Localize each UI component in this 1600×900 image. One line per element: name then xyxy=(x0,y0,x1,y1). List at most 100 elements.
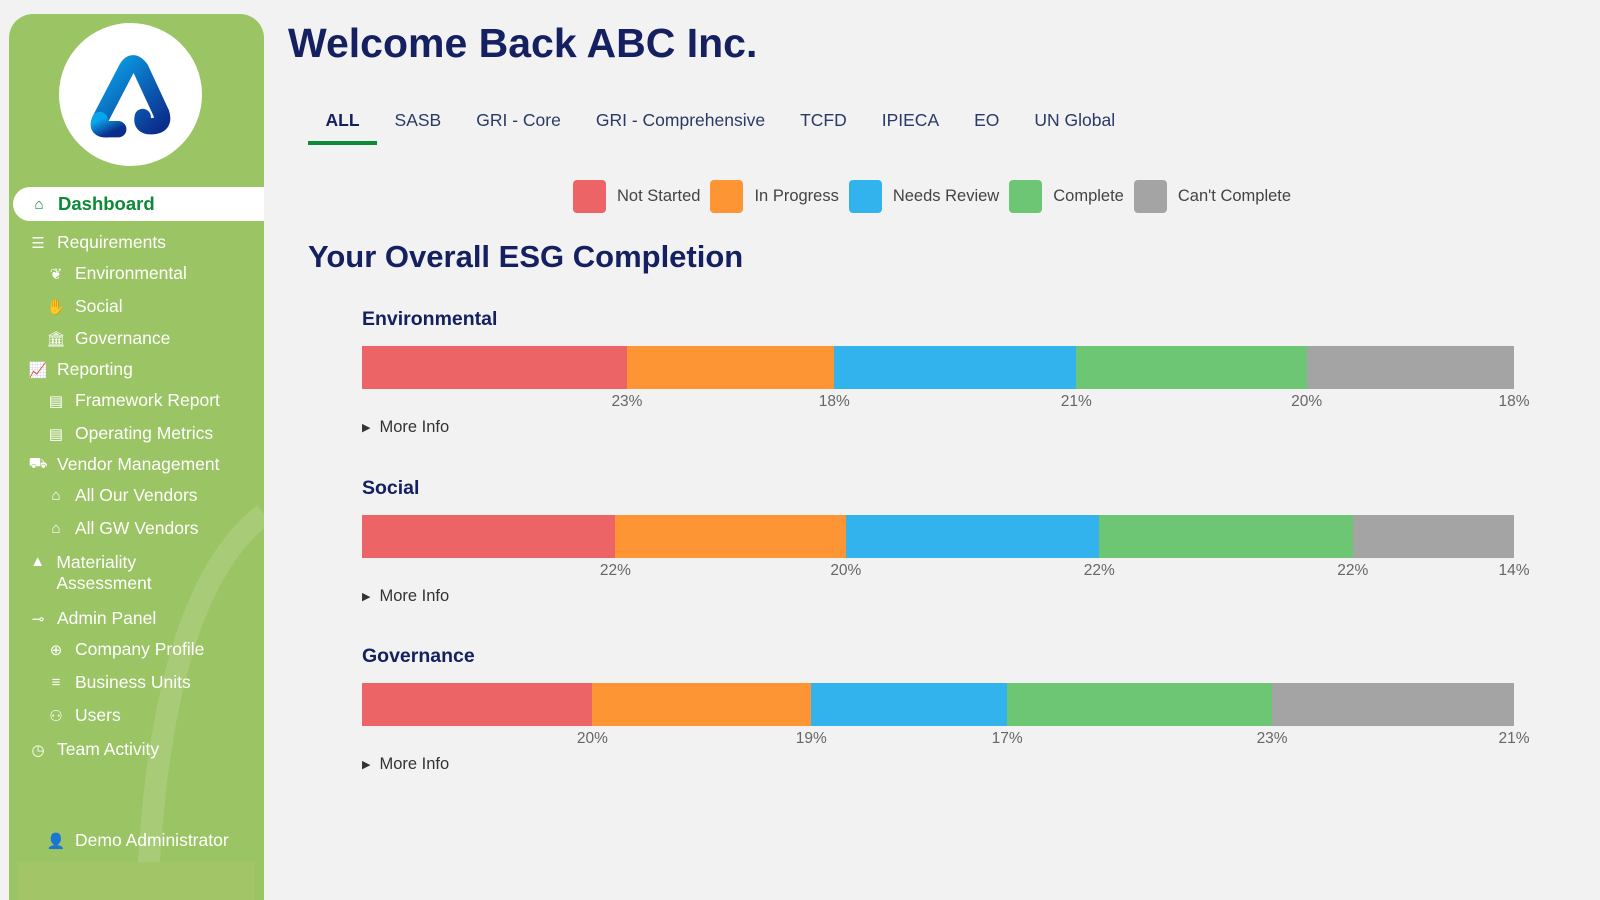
tree-icon: ▲ xyxy=(30,552,46,570)
home-icon: ⌂ xyxy=(34,195,44,213)
legend-swatch xyxy=(573,180,606,213)
bar-segment-not-started[interactable] xyxy=(362,346,627,389)
percent-label: 22% xyxy=(1083,562,1115,579)
percent-label: 14% xyxy=(1498,562,1530,579)
store-icon: ⌂ xyxy=(51,520,61,537)
sidebar-item-all-our-vendors[interactable]: ⌂ All Our Vendors xyxy=(47,485,197,506)
bar-segment-can-t-complete[interactable] xyxy=(1272,683,1514,726)
percent-label: 23% xyxy=(1256,730,1288,747)
legend-label: Complete xyxy=(1053,187,1124,205)
clock-icon: ◷ xyxy=(31,741,45,759)
percent-label: 18% xyxy=(818,393,850,410)
stacked-bar xyxy=(362,683,1514,726)
tab-un-global[interactable]: UN Global xyxy=(1034,110,1116,130)
user-profile[interactable]: 👤 Demo Administrator xyxy=(46,830,229,850)
bar-segment-in-progress[interactable] xyxy=(592,683,812,726)
legend: Not Started In Progress Needs Review Comple… xyxy=(573,180,1301,213)
bank-icon: 🏛 xyxy=(46,330,66,348)
page-title: Welcome Back ABC Inc. xyxy=(288,20,758,66)
users-icon: ⚇ xyxy=(49,707,63,725)
caret-right-icon: ▶ xyxy=(362,591,371,603)
percent-label: 20% xyxy=(830,562,862,579)
percent-label: 19% xyxy=(795,730,827,747)
bar-segment-needs-review[interactable] xyxy=(834,346,1077,389)
caret-right-icon: ▶ xyxy=(362,422,371,434)
sidebar-item-social[interactable]: ✋ Social xyxy=(46,296,123,316)
sidebar-item-users[interactable]: ⚇ Users xyxy=(47,705,120,726)
handshake-icon: ✋ xyxy=(46,298,66,316)
bar-segment-complete[interactable] xyxy=(1076,346,1307,389)
tab-eo[interactable]: EO xyxy=(974,110,1000,130)
category-title: Environmental xyxy=(362,308,498,330)
percent-label: 21% xyxy=(1498,730,1530,747)
percent-label: 17% xyxy=(991,730,1023,747)
sidebar-item-reporting[interactable]: 📈 Reporting xyxy=(28,359,133,379)
document-icon: ▤ xyxy=(48,392,64,410)
sidebar: ⌂ Dashboard ☰ Requirements ❦ Environmental ✋ So… xyxy=(9,14,264,900)
percent-label: 20% xyxy=(576,730,608,747)
caret-right-icon: ▶ xyxy=(362,759,371,771)
bar-segment-needs-review[interactable] xyxy=(811,683,1008,726)
category-title: Governance xyxy=(362,645,475,667)
legend-swatch xyxy=(1009,180,1043,213)
company-logo xyxy=(59,23,202,166)
percent-label: 21% xyxy=(1060,393,1092,410)
more-info-toggle[interactable]: ▶ More Info xyxy=(362,755,450,773)
bar-segment-not-started[interactable] xyxy=(362,683,593,726)
bar-segment-in-progress[interactable] xyxy=(615,515,846,558)
tab-gri-core[interactable]: GRI - Core xyxy=(476,110,561,130)
decorative-arc xyxy=(136,505,264,900)
chart-line-icon: 📈 xyxy=(28,361,48,379)
checklist-icon: ☰ xyxy=(31,234,45,252)
legend-swatch xyxy=(710,180,744,213)
truck-icon: ⛟ xyxy=(28,455,48,472)
tab-gri-comprehensive[interactable]: GRI - Comprehensive xyxy=(595,110,766,130)
more-info-toggle[interactable]: ▶ More Info xyxy=(362,587,450,605)
globe-icon: ⊕ xyxy=(49,641,63,659)
bar-segment-complete[interactable] xyxy=(1007,683,1273,726)
tab-tcfd[interactable]: TCFD xyxy=(800,110,847,130)
key-icon: ⊸ xyxy=(31,610,45,628)
percent-label: 20% xyxy=(1291,393,1323,410)
sidebar-item-all-gw-vendors[interactable]: ⌂ All GW Vendors xyxy=(47,518,198,539)
percent-label: 18% xyxy=(1498,393,1530,410)
tab-sasb[interactable]: SASB xyxy=(394,110,442,130)
bar-segment-in-progress[interactable] xyxy=(626,346,835,389)
section-social: Social 22% 20% 22% 22% 14% ▶ More Info xyxy=(362,477,1542,605)
sidebar-item-operating-metrics[interactable]: ▤ Operating Metrics xyxy=(48,423,214,443)
bar-segment-complete[interactable] xyxy=(1099,515,1353,558)
leaf-icon: ❦ xyxy=(49,265,63,283)
sidebar-item-requirements[interactable]: ☰ Requirements xyxy=(29,232,166,253)
sidebar-footer xyxy=(18,862,255,900)
percent-label: 22% xyxy=(599,562,631,579)
stacked-bar xyxy=(362,515,1514,558)
sidebar-item-dashboard[interactable]: ⌂ Dashboard xyxy=(13,187,264,221)
legend-label: Can't Complete xyxy=(1177,187,1292,205)
legend-swatch xyxy=(848,180,882,213)
tab-ipieca[interactable]: IPIECA xyxy=(881,110,940,130)
user-icon: 👤 xyxy=(46,832,66,850)
section-title: Your Overall ESG Completion xyxy=(308,239,744,274)
sidebar-item-vendor-management[interactable]: ⛟ Vendor Management xyxy=(28,454,220,474)
section-governance: Governance 20% 19% 17% 23% 21% ▶ More Info xyxy=(362,645,1542,773)
sidebar-item-materiality-assessment[interactable]: ▲ Materiality Assessment xyxy=(30,552,152,593)
sidebar-item-company-profile[interactable]: ⊕ Company Profile xyxy=(47,639,205,660)
percent-label: 23% xyxy=(611,393,643,410)
percent-label: 22% xyxy=(1337,562,1369,579)
sidebar-item-business-units[interactable]: ≡ Business Units xyxy=(47,672,191,693)
legend-swatch xyxy=(1133,180,1167,213)
list-icon: ≡ xyxy=(51,674,61,691)
bar-segment-can-t-complete[interactable] xyxy=(1352,515,1514,558)
legend-label: In Progress xyxy=(754,187,839,205)
sidebar-item-admin-panel[interactable]: ⊸ Admin Panel xyxy=(29,608,157,629)
bar-segment-needs-review[interactable] xyxy=(845,515,1100,558)
bar-segment-can-t-complete[interactable] xyxy=(1306,346,1514,389)
bar-segment-not-started[interactable] xyxy=(362,515,616,558)
sidebar-item-framework-report[interactable]: ▤ Framework Report xyxy=(48,390,220,410)
sidebar-item-environmental[interactable]: ❦ Environmental xyxy=(47,263,187,284)
tab-all[interactable]: ALL xyxy=(308,106,378,145)
sidebar-item-governance[interactable]: 🏛 Governance xyxy=(46,328,171,348)
legend-label: Needs Review xyxy=(892,187,1000,205)
more-info-toggle[interactable]: ▶ More Info xyxy=(362,418,450,436)
sidebar-item-team-activity[interactable]: ◷ Team Activity xyxy=(29,739,159,760)
